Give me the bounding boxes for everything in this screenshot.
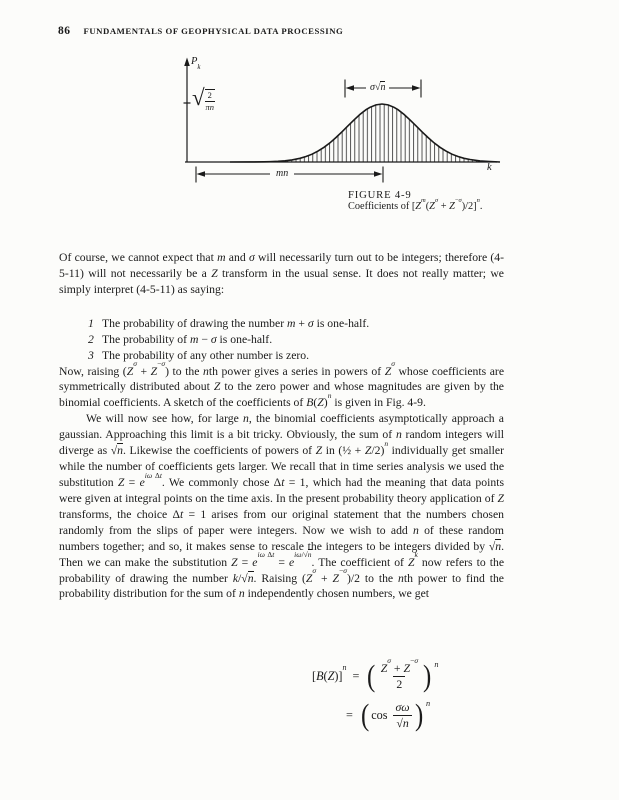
paragraph-we-will-now-see: We will now see how, for large n, the bi… xyxy=(59,412,505,601)
running-title: FUNDAMENTALS OF GEOPHYSICAL DATA PROCESS… xyxy=(83,26,344,36)
figure-caption-title: FIGURE 4-9 xyxy=(348,189,412,201)
y-axis-label: Pk xyxy=(191,56,201,72)
cosine-function: cos xyxy=(371,707,388,722)
list-item-number: 2 xyxy=(88,332,94,346)
list-item: 1 The probability of drawing the number … xyxy=(59,316,504,332)
y-tick-label-sqrt-2-over-pi-n: √ 2 πn xyxy=(192,85,215,112)
numbered-list: 1 The probability of drawing the number … xyxy=(59,316,504,364)
sigma-span-label: σ√n xyxy=(366,80,390,93)
radical-denominator: πn xyxy=(205,102,214,112)
y-axis-arrowhead xyxy=(184,57,190,66)
equation-fraction: Zσ + Z−σ 2 xyxy=(378,656,421,691)
radical-sign: √ xyxy=(192,85,205,110)
gaussian-hatch-fill xyxy=(230,104,500,162)
list-item: 2 The probability of m − σ is one-half. xyxy=(59,332,504,348)
list-item-text: The probability of drawing the number m … xyxy=(102,316,370,330)
body-text: Of course, we cannot expect that m and σ… xyxy=(59,250,504,602)
equation-paren-open: ( xyxy=(367,658,376,693)
figure-caption: FIGURE 4-9 Coefficients of [Zm(Zσ + Z−σ)… xyxy=(348,189,482,214)
radical-numerator: 2 xyxy=(204,90,215,102)
equals-sign: = xyxy=(346,707,353,722)
list-item-number: 3 xyxy=(88,348,94,362)
sigma-arrowhead-right xyxy=(412,85,421,91)
x-axis-label: k xyxy=(487,162,492,173)
fraction-denominator: √n xyxy=(393,714,412,730)
equation-exponent: n xyxy=(425,699,431,708)
equation-1: [B(Z)]n = ( Zσ + Z−σ 2 ) n xyxy=(312,656,439,693)
equation-paren-open: ( xyxy=(360,697,370,732)
list-item-text: The probability of any other number is z… xyxy=(102,348,310,362)
page-header: 86 FUNDAMENTALS OF GEOPHYSICAL DATA PROC… xyxy=(58,25,343,37)
equation-2: = ( cos σω √n ) n xyxy=(346,697,431,732)
fraction-denominator: 2 xyxy=(393,675,406,691)
equation-paren-close: ) xyxy=(423,658,432,693)
list-item: 3 The probability of any other number is… xyxy=(59,348,504,364)
fraction-numerator: Zσ + Z−σ xyxy=(380,656,419,675)
paragraph-now-raising: Now, raising (Zσ + Z−σ) to the nth power… xyxy=(59,359,505,410)
mn-arrowhead-right xyxy=(374,171,383,177)
paragraph-of-course: Of course, we cannot expect that m and σ… xyxy=(59,251,505,296)
figure-4-9-plot xyxy=(183,57,501,183)
figure-caption-text: Coefficients of [Zm(Zσ + Z−σ)/2]n. xyxy=(348,196,483,213)
equation-lhs: [B(Z)]n xyxy=(312,663,347,683)
equals-sign: = xyxy=(352,668,360,683)
fraction-numerator: σω xyxy=(395,699,410,714)
gaussian-curve xyxy=(229,103,501,163)
list-item-text: The probability of m − σ is one-half. xyxy=(102,332,273,346)
equation-exponent: n xyxy=(434,660,439,669)
equation-paren-close: ) xyxy=(414,697,423,732)
mn-arrowhead-left xyxy=(196,171,205,177)
mn-span-label: mn xyxy=(270,168,295,179)
sigma-arrowhead-left xyxy=(345,85,354,91)
equation-fraction: σω √n xyxy=(392,699,412,730)
page-number: 86 xyxy=(58,25,71,37)
list-item-number: 1 xyxy=(88,316,94,330)
